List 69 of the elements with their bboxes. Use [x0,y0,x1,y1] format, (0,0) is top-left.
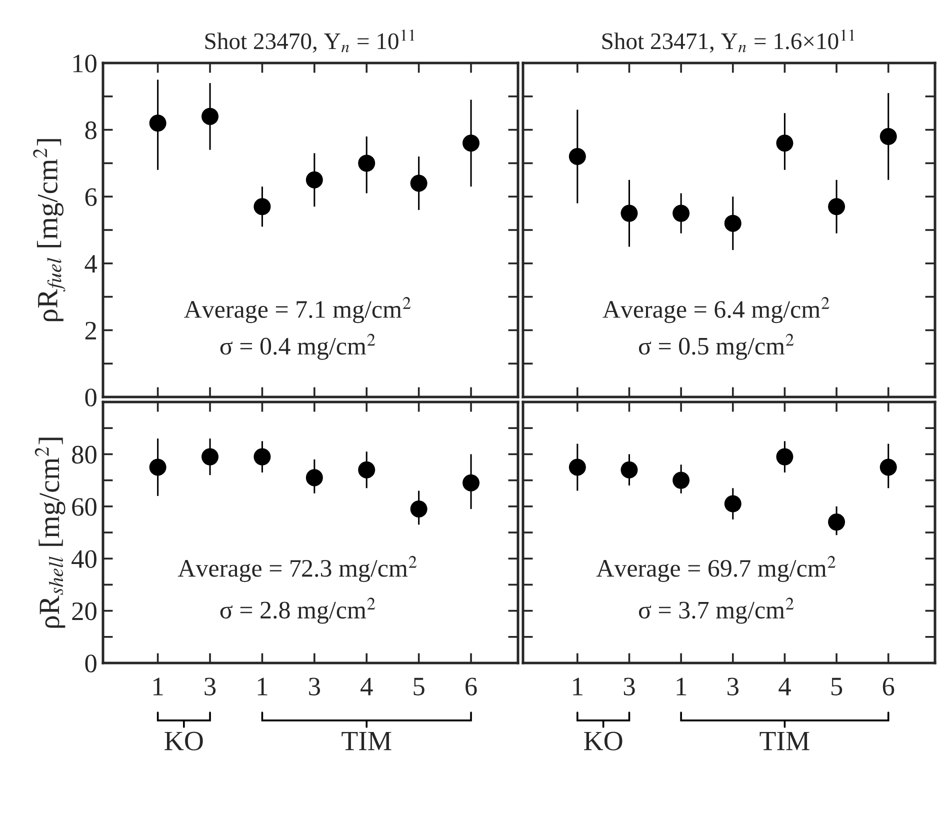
point [149,458,166,476]
x-tick-label: 5 [414,678,424,696]
point [410,500,428,518]
x-tick-label: 1 [676,678,686,696]
y-axis-title: ρR$_{shell}$ [mg/cm$^{2}$] [34,438,66,628]
annotation: σ = 0.5 mg/cm$^{2}$ [638,334,794,360]
point [880,128,897,145]
point [202,108,219,125]
x-tick-label: 6 [882,678,894,696]
point [828,514,846,531]
point [776,448,794,466]
point [410,174,428,192]
y-tick-label: 8 [85,121,96,140]
y-tick-label: 0 [85,654,96,672]
annotation: σ = 2.8 mg/cm$^{2}$ [220,598,376,624]
annotation: Average = 7.1 mg/cm$^{2}$ [184,297,411,324]
point [828,198,846,216]
point [202,448,219,466]
annotation: σ = 3.7 mg/cm$^{2}$ [638,598,794,624]
point [306,469,323,486]
point [306,171,323,188]
text: KO [164,732,203,750]
x-tick-label: 3 [624,678,635,696]
y-tick-label: 60 [72,498,96,516]
point [672,204,690,222]
point [462,134,480,152]
text: TIM [342,732,392,750]
annotation: Average = 72.3 mg/cm$^{2}$ [178,556,417,582]
chart-title: Shot 23470, Y$_{n}$ = 10$^{11}$ [205,30,414,53]
point [149,114,166,132]
x-tick-label: 6 [466,678,477,696]
y-tick-label: 40 [72,550,96,568]
x-tick-label: 4 [778,678,791,696]
point [880,458,897,476]
y-axis-title: ρR$_{fuel}$ [mg/cm$^{2}$] [33,139,66,322]
text: TIM [760,732,810,750]
y-tick-label: 4 [84,255,98,273]
point [776,134,794,152]
x-tick-label: 3 [728,678,738,696]
point [724,214,742,232]
point [672,472,690,489]
point [568,148,586,166]
x-tick-label: 4 [360,678,373,696]
point [358,154,376,172]
point [724,495,742,512]
point [254,198,271,216]
y-tick-label: 2 [85,322,96,340]
x-tick-label: 3 [204,678,216,696]
x-tick-label: 1 [258,678,268,696]
y-tick-label: 6 [85,188,97,206]
point [462,474,480,492]
annotation: Average = 6.4 mg/cm$^{2}$ [602,297,830,324]
y-tick-label: 20 [72,602,96,620]
y-tick-label: 0 [85,388,96,406]
y-tick-label: 80 [72,446,96,464]
point [620,204,638,222]
y-tick-label: 10 [73,54,96,72]
point [620,461,638,478]
x-tick-label: 1 [154,678,163,696]
text: KO [584,732,622,750]
point [568,458,586,476]
annotation: Average = 69.7 mg/cm$^{2}$ [596,556,836,582]
chart-title: Shot 23471, Y$_{n}$ = 1.6×10$^{11}$ [602,30,854,53]
point [254,448,271,466]
annotation: σ = 0.4 mg/cm$^{2}$ [220,334,376,360]
x-tick-label: 5 [831,678,842,696]
x-tick-label: 1 [573,678,582,696]
x-tick-label: 3 [309,678,320,696]
point [358,461,376,478]
